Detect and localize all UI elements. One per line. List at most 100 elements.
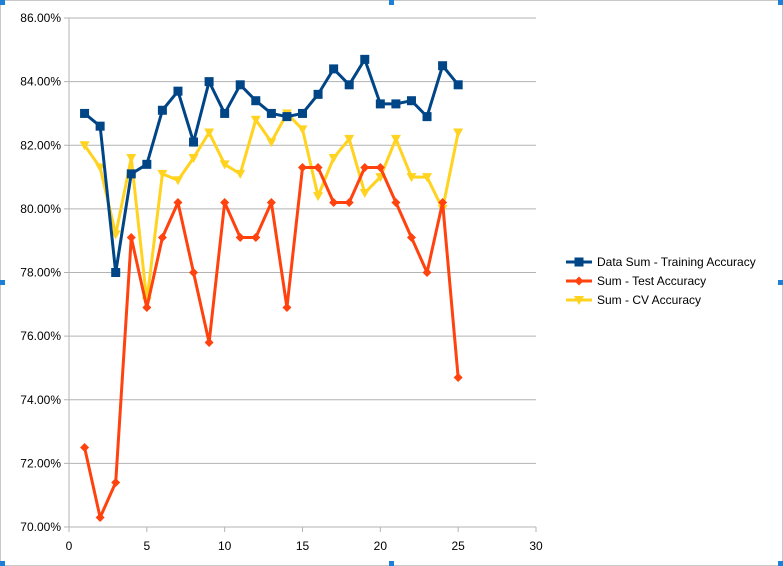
series-1-point-7: [189, 268, 199, 277]
resize-handle-top-center[interactable]: [389, 0, 394, 5]
x-axis-tick-labels: 0 5 10 15 20 25 30: [66, 539, 543, 553]
series-0-point-15: [313, 89, 323, 99]
series-2-point-12: [266, 138, 277, 148]
series-2-point-0: [79, 141, 90, 151]
legend-label-0: Data Sum - Training Accuracy: [597, 255, 756, 269]
series-1-point-10: [235, 233, 245, 243]
legend: Data Sum - Training Accuracy Sum - Test A…: [566, 255, 756, 307]
resize-handle-bottom-right[interactable]: [778, 561, 783, 566]
series-1-point-14: [298, 163, 307, 173]
series-0-point-9: [220, 108, 230, 118]
axes: [68, 18, 537, 532]
series-0-point-19: [375, 99, 385, 109]
series-0-point-12: [266, 108, 276, 118]
x-tick-label-5: 25: [451, 539, 465, 553]
series-0-point-0: [80, 108, 90, 118]
x-tick-label-3: 15: [296, 539, 310, 553]
series-2-point-8: [204, 128, 215, 138]
x-tick-label-6: 30: [529, 539, 543, 553]
series-1-point-12: [266, 198, 276, 208]
series-1-point-23: [438, 198, 448, 208]
y-tick-label-8: 86.00%: [20, 11, 61, 25]
x-tick-label-0: 0: [66, 539, 73, 553]
series-0-point-7: [189, 137, 199, 147]
series-0-point-6: [173, 86, 183, 96]
series-1-point-3: [126, 233, 136, 243]
series-2-point-3: [126, 153, 137, 163]
series-1-point-16: [329, 198, 339, 208]
legend-marker-0: [574, 257, 584, 267]
series-2-point-2: [110, 230, 121, 240]
series-1-point-19: [375, 163, 385, 173]
series-0-point-21: [406, 96, 416, 106]
series-0: [80, 54, 463, 277]
y-tick-label-7: 84.00%: [20, 75, 61, 89]
series-2-point-6: [172, 176, 183, 186]
resize-handle-top-right[interactable]: [778, 0, 783, 5]
y-tick-label-5: 80.00%: [20, 202, 61, 216]
legend-marker-2: [574, 296, 584, 305]
y-tick-label-3: 76.00%: [20, 329, 61, 343]
legend-label-2: Sum - CV Accuracy: [597, 293, 701, 307]
series-2-point-5: [157, 169, 168, 179]
series-1-point-6: [173, 198, 183, 208]
series-1-point-1: [95, 512, 105, 522]
series-1-point-8: [204, 337, 214, 347]
series-2-point-24: [453, 128, 464, 138]
series-2-point-9: [219, 160, 230, 170]
resize-handle-bottom-center[interactable]: [389, 561, 394, 566]
legend-label-1: Sum - Test Accuracy: [597, 274, 706, 288]
series-1-point-13: [282, 302, 292, 312]
y-tick-label-2: 74.00%: [20, 393, 61, 407]
series-1-point-4: [142, 302, 152, 312]
series-2-point-14: [297, 125, 308, 135]
legend-marker-1: [574, 276, 584, 286]
series-0-point-2: [111, 268, 121, 277]
series-1-point-22: [422, 268, 432, 277]
series-1-point-21: [406, 233, 416, 243]
series-0-point-23: [438, 61, 448, 71]
series-2-point-20: [390, 134, 401, 144]
series-1-point-2: [111, 477, 121, 487]
series-2-point-18: [359, 188, 370, 198]
y-tick-label-4: 78.00%: [20, 266, 61, 280]
series-group: [79, 54, 464, 522]
series-1-point-20: [391, 198, 401, 208]
resize-handle-top-left[interactable]: [0, 0, 5, 5]
series-0-point-14: [298, 108, 307, 118]
grid-lines: [64, 17, 536, 528]
resize-handle-middle-right[interactable]: [778, 280, 783, 285]
series-1-point-0: [80, 442, 90, 452]
series-1-point-18: [360, 163, 370, 173]
series-2: [79, 109, 464, 307]
series-1: [80, 163, 463, 522]
series-0-point-17: [344, 80, 354, 90]
resize-handle-middle-left[interactable]: [0, 280, 5, 285]
series-2-point-22: [422, 173, 433, 183]
series-2-point-15: [313, 192, 324, 202]
series-2-point-11: [250, 115, 261, 125]
y-tick-label-0: 70.00%: [20, 520, 61, 534]
series-0-point-16: [329, 64, 339, 74]
y-axis-tick-labels: 70.00% 72.00% 74.00% 76.00% 78.00% 80.00% 82.0…: [20, 11, 61, 534]
x-tick-label-1: 5: [143, 539, 150, 553]
y-tick-label-6: 82.00%: [20, 138, 61, 152]
series-1-point-24: [453, 372, 463, 382]
series-2-point-17: [344, 134, 355, 144]
series-0-point-1: [95, 121, 105, 131]
series-0-point-11: [251, 96, 261, 106]
x-tick-label-4: 20: [374, 539, 388, 553]
series-2-point-16: [328, 153, 339, 163]
series-2-point-1: [95, 163, 106, 173]
series-0-point-13: [282, 112, 292, 122]
series-0-point-18: [360, 54, 370, 64]
series-1-point-17: [344, 198, 354, 208]
y-tick-label-1: 72.00%: [20, 456, 61, 470]
resize-handle-bottom-left[interactable]: [0, 561, 5, 566]
series-1-point-5: [157, 233, 167, 243]
series-0-point-24: [453, 80, 463, 90]
x-tick-label-2: 10: [218, 539, 232, 553]
series-1-point-15: [313, 163, 323, 173]
series-0-point-10: [235, 80, 245, 90]
